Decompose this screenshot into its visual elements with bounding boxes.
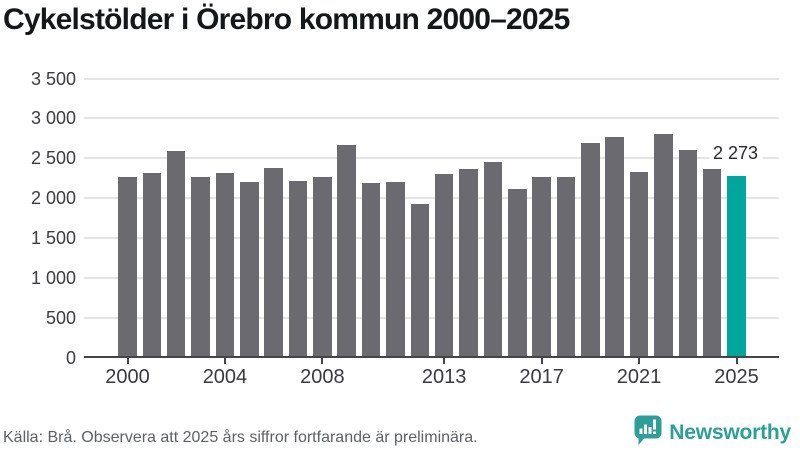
- x-axis-label-2013: 2013: [421, 366, 467, 388]
- y-axis-label-3500: 3 500: [30, 68, 76, 89]
- gridline-2000: [84, 197, 779, 200]
- bar-2021: [629, 171, 649, 358]
- gridline-2500: [84, 157, 779, 160]
- y-axis-label-3000: 3 000: [30, 108, 76, 129]
- bar-2009: [337, 145, 356, 358]
- bar-2002: [166, 151, 186, 358]
- bar-2023: [678, 150, 698, 358]
- bar-2018: [556, 176, 576, 358]
- bar-2025: [727, 176, 746, 358]
- y-axis-label-1500: 1 500: [30, 227, 76, 248]
- x-tick-2017: [540, 358, 543, 364]
- y-axis-label-1000: 1 000: [30, 267, 76, 288]
- x-axis-label-2025: 2025: [714, 366, 759, 388]
- bar-2020: [605, 136, 624, 358]
- gridline-1500: [84, 236, 779, 239]
- gridline-3500: [84, 77, 779, 80]
- source-note: Källa: Brå. Observera att 2025 års siffr…: [3, 429, 478, 446]
- bar-2016: [508, 188, 527, 358]
- bar-2017: [532, 177, 551, 358]
- highlight-value-label: 2 273: [708, 143, 763, 164]
- bar-2022: [654, 133, 673, 358]
- bar-2014: [459, 168, 478, 358]
- x-axis-label-2004: 2004: [202, 366, 248, 388]
- bar-2024: [702, 168, 722, 358]
- x-axis-label-2008: 2008: [300, 366, 345, 388]
- x-axis-label-2021: 2021: [616, 366, 662, 388]
- newsworthy-brand-link[interactable]: Newsworthy: [634, 415, 791, 451]
- gridline-500: [84, 316, 779, 319]
- gridline-3000: [84, 117, 779, 120]
- y-axis-label-0: 0: [65, 347, 76, 368]
- newsworthy-logo-icon: [634, 415, 662, 451]
- x-tick-2025: [735, 358, 738, 364]
- x-tick-2004: [223, 358, 226, 364]
- x-tick-2021: [638, 358, 641, 364]
- y-axis-label-500: 500: [45, 307, 76, 328]
- bar-2005: [240, 182, 259, 358]
- chart-title: Cykelstölder i Örebro kommun 2000–2025: [3, 3, 570, 36]
- bar-2001: [142, 172, 162, 358]
- newsworthy-wordmark: Newsworthy: [669, 421, 791, 444]
- bar-2019: [581, 143, 600, 358]
- bar-2010: [361, 182, 381, 358]
- x-axis-line: [84, 356, 779, 358]
- bar-2003: [191, 176, 210, 358]
- bar-2006: [264, 167, 283, 358]
- bar-2000: [118, 177, 137, 358]
- bar-2007: [288, 181, 308, 358]
- x-tick-2000: [126, 358, 129, 364]
- gridline-1000: [84, 276, 779, 279]
- x-tick-2008: [321, 358, 324, 364]
- x-tick-2013: [443, 358, 446, 364]
- bar-2011: [386, 182, 405, 358]
- y-axis-label-2000: 2 000: [30, 188, 76, 209]
- x-axis-label-2017: 2017: [519, 366, 564, 388]
- x-axis-label-2000: 2000: [105, 366, 150, 388]
- bar-2015: [483, 162, 503, 358]
- y-axis-label-2500: 2 500: [30, 148, 76, 169]
- bar-2008: [313, 176, 332, 358]
- bar-2013: [434, 174, 454, 358]
- bar-2012: [410, 203, 430, 358]
- bar-2004: [215, 173, 235, 358]
